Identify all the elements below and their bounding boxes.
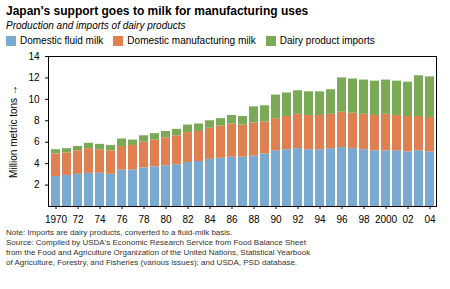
svg-text:84: 84 [204,214,216,225]
svg-text:88: 88 [248,214,260,225]
svg-text:98: 98 [358,214,370,225]
html-text:Japan's support goes to milk f: Japan's support goes to milk for manufac… [6,4,309,18]
html-text:Domestic manufacturing milk: Domestic manufacturing milk [127,35,256,46]
svg-text:8: 8 [34,115,40,126]
svg-text:10: 10 [28,94,40,105]
svg-text:82: 82 [182,214,194,225]
svg-text:6: 6 [34,136,40,147]
svg-text:86: 86 [226,214,238,225]
svg-text:02: 02 [402,214,414,225]
svg-text:74: 74 [94,214,106,225]
svg-text:72: 72 [72,214,84,225]
html-text:Dairy product imports: Dairy product imports [279,35,375,46]
svg-text:92: 92 [292,214,304,225]
svg-text:12: 12 [28,72,40,83]
svg-text:76: 76 [116,214,128,225]
html-text:Domestic fluid milk: Domestic fluid milk [20,35,104,46]
svg-text:14: 14 [28,51,40,62]
svg-text:94: 94 [314,214,326,225]
svg-text:2000: 2000 [375,214,398,225]
html-text:Production and imports of dair: Production and imports of dairy products [6,20,186,31]
html-text:Source: Compiled by USDA's Eco: Source: Compiled by USDA's Economic Rese… [6,238,306,247]
svg-text:4: 4 [34,158,40,169]
svg-text:Million metric tons →: Million metric tons → [8,85,19,178]
html-text:of Agriculture, Forestry, and: of Agriculture, Forestry, and Fisheries … [6,258,298,267]
svg-text:1970: 1970 [45,214,68,225]
svg-text:80: 80 [160,214,172,225]
html-text:Note: Imports are dairy produc: Note: Imports are dairy products, conver… [6,228,233,237]
svg-text:96: 96 [336,214,348,225]
html-text:from the Food and Agriculture: from the Food and Agriculture Organizati… [6,248,311,257]
svg-text:2: 2 [34,179,40,190]
svg-text:04: 04 [424,214,436,225]
svg-text:78: 78 [138,214,150,225]
svg-text:90: 90 [270,214,282,225]
